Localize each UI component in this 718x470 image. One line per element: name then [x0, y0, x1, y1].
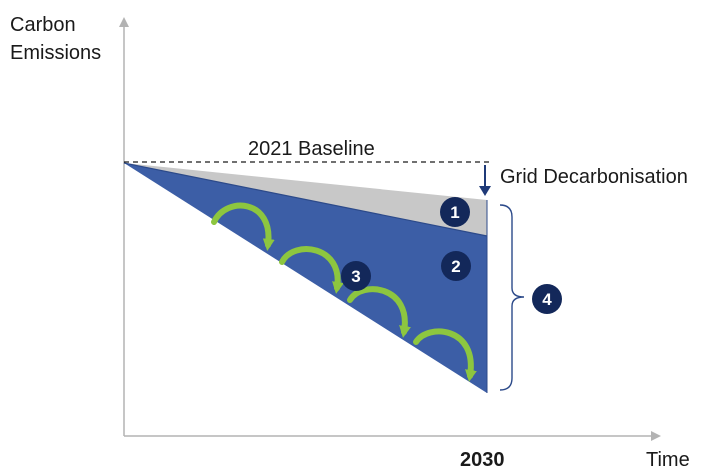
marker-3-label: 3 [351, 267, 360, 286]
marker-4: 4 [532, 284, 562, 314]
marker-1: 1 [440, 197, 470, 227]
y-axis-label-line1: Carbon [10, 14, 76, 36]
marker-2: 2 [441, 251, 471, 281]
grid-decarbonisation-arrowhead [479, 186, 491, 196]
green-arrow-3 [347, 286, 411, 338]
marker-1-label: 1 [450, 203, 459, 222]
marker-4-label: 4 [542, 290, 552, 309]
x-axis-tick-2030: 2030 [460, 449, 505, 470]
y-axis-label-line2: Emissions [10, 42, 101, 64]
green-arrow-1 [211, 202, 275, 251]
grid-decarbonisation-label: Grid Decarbonisation [500, 166, 688, 188]
bracket [499, 204, 525, 391]
baseline-label: 2021 Baseline [248, 138, 375, 160]
x-axis-label: Time [646, 449, 690, 470]
wedge-divider-line [123, 162, 488, 237]
green-arrow-4 [413, 328, 477, 382]
marker-3: 3 [341, 261, 371, 291]
green-arrow-2 [279, 246, 344, 294]
marker-2-label: 2 [451, 257, 460, 276]
